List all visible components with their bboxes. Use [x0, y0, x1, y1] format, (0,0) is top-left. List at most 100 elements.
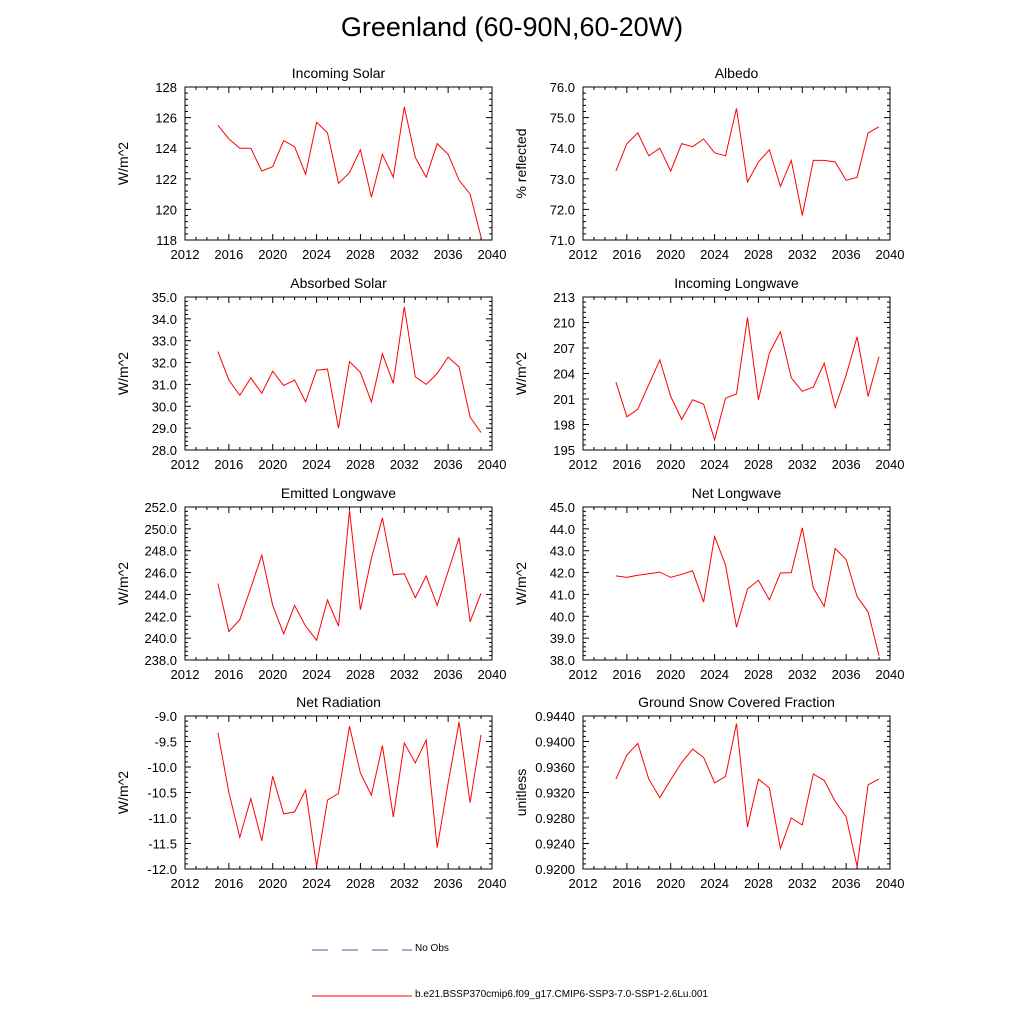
chart-panel-7: 2012 2016 2020 2024 2028 2032 2036 2040 -12.0 -11… — [115, 694, 506, 891]
x-tick-label: 2036 — [434, 457, 463, 472]
chart-panel-3: 2012 2016 2020 2024 2028 2032 2036 2040 28.0 29.0… — [115, 275, 506, 472]
y-tick-label: 71.0 — [550, 233, 575, 248]
panel-title: Absorbed Solar — [290, 275, 387, 291]
y-tick-label: 120 — [155, 202, 177, 217]
x-tick-label: 2012 — [569, 667, 598, 682]
panel-title: Incoming Solar — [292, 65, 386, 81]
x-tick-label: 2016 — [612, 247, 641, 262]
x-tick-label: 2040 — [478, 247, 507, 262]
y-tick-label: 73.0 — [550, 172, 575, 187]
x-tick-label: 2040 — [478, 667, 507, 682]
y-tick-label: -9.5 — [155, 735, 177, 750]
x-tick-label: 2024 — [302, 457, 331, 472]
chart-panel-4: 2012 2016 2020 2024 2028 2032 2036 2040 195 198 20… — [513, 275, 904, 472]
y-tick-label: 41.0 — [550, 587, 575, 602]
y-axis-label: W/m^2 — [115, 352, 131, 395]
y-tick-label: 195 — [553, 443, 575, 458]
x-tick-label: 2024 — [700, 667, 729, 682]
x-tick-label: 2028 — [744, 876, 773, 891]
x-tick-label: 2024 — [302, 876, 331, 891]
y-tick-label: 128 — [155, 80, 177, 95]
x-tick-label: 2032 — [390, 247, 419, 262]
chart-panel-6: 2012 2016 2020 2024 2028 2032 2036 2040 38.0 39.0… — [513, 485, 904, 682]
y-axis-label: W/m^2 — [115, 771, 131, 814]
y-tick-label: 45.0 — [550, 500, 575, 515]
x-tick-label: 2020 — [656, 457, 685, 472]
y-axis-label: W/m^2 — [115, 562, 131, 605]
x-tick-label: 2012 — [569, 247, 598, 262]
y-tick-label: 34.0 — [152, 312, 177, 327]
y-tick-label: 43.0 — [550, 544, 575, 559]
x-tick-label: 2028 — [744, 667, 773, 682]
x-tick-label: 2020 — [656, 876, 685, 891]
x-tick-label: 2040 — [478, 457, 507, 472]
x-tick-label: 2016 — [214, 247, 243, 262]
y-tick-label: -10.5 — [147, 786, 177, 801]
y-tick-label: 0.9280 — [535, 811, 575, 826]
y-tick-label: -10.0 — [147, 760, 177, 775]
x-tick-label: 2012 — [171, 247, 200, 262]
x-tick-label: 2036 — [434, 667, 463, 682]
y-tick-label: 213 — [553, 290, 575, 305]
x-tick-label: 2024 — [302, 667, 331, 682]
x-tick-label: 2028 — [346, 457, 375, 472]
series-line — [217, 510, 482, 642]
y-tick-label: 28.0 — [152, 443, 177, 458]
y-tick-label: 122 — [155, 172, 177, 187]
x-tick-label: 2032 — [788, 457, 817, 472]
x-tick-label: 2028 — [346, 667, 375, 682]
series-line — [615, 527, 880, 656]
y-tick-label: 76.0 — [550, 80, 575, 95]
x-tick-label: 2012 — [569, 457, 598, 472]
x-tick-label: 2040 — [876, 457, 905, 472]
x-tick-label: 2036 — [832, 247, 861, 262]
page-title: Greenland (60-90N,60-20W) — [340, 12, 684, 42]
y-tick-label: 201 — [553, 392, 575, 407]
x-tick-label: 2040 — [876, 667, 905, 682]
y-tick-label: 238.0 — [144, 653, 177, 668]
x-tick-label: 2040 — [876, 247, 905, 262]
x-tick-label: 2032 — [788, 876, 817, 891]
y-tick-label: 44.0 — [550, 522, 575, 537]
x-tick-label: 2024 — [700, 457, 729, 472]
y-tick-label: 72.0 — [550, 202, 575, 217]
y-tick-label: 35.0 — [152, 290, 177, 305]
y-tick-label: 252.0 — [144, 500, 177, 515]
y-tick-label: 42.0 — [550, 566, 575, 581]
y-tick-label: 240.0 — [144, 631, 177, 646]
y-tick-label: 248.0 — [144, 544, 177, 559]
x-tick-label: 2012 — [171, 667, 200, 682]
x-tick-label: 2032 — [788, 247, 817, 262]
x-tick-label: 2020 — [656, 667, 685, 682]
x-tick-label: 2024 — [700, 876, 729, 891]
series-line — [217, 722, 482, 867]
x-tick-label: 2016 — [612, 876, 641, 891]
y-tick-label: 39.0 — [550, 631, 575, 646]
x-tick-label: 2036 — [434, 247, 463, 262]
y-axis-label: W/m^2 — [513, 562, 529, 605]
y-tick-label: 38.0 — [550, 653, 575, 668]
x-tick-label: 2016 — [214, 457, 243, 472]
y-tick-label: 242.0 — [144, 609, 177, 624]
panel-title: Ground Snow Covered Fraction — [638, 694, 835, 710]
x-tick-label: 2012 — [171, 876, 200, 891]
y-tick-label: 31.0 — [152, 377, 177, 392]
y-tick-label: 0.9440 — [535, 709, 575, 724]
x-tick-label: 2028 — [744, 247, 773, 262]
y-tick-label: 118 — [156, 233, 177, 248]
series-line — [217, 306, 482, 433]
x-tick-label: 2036 — [832, 876, 861, 891]
x-tick-label: 2020 — [258, 667, 287, 682]
x-tick-label: 2032 — [390, 876, 419, 891]
x-tick-label: 2032 — [390, 667, 419, 682]
chart-panel-2: 2012 2016 2020 2024 2028 2032 2036 2040 71.0 72.0… — [513, 65, 904, 262]
y-tick-label: 33.0 — [152, 334, 177, 349]
x-tick-label: 2036 — [832, 457, 861, 472]
x-tick-label: 2032 — [788, 667, 817, 682]
series-line — [615, 723, 880, 867]
panel-title: Net Longwave — [692, 485, 782, 501]
chart-panel-5: 2012 2016 2020 2024 2028 2032 2036 2040 238.0 240… — [115, 485, 506, 682]
y-tick-label: 244.0 — [144, 587, 177, 602]
